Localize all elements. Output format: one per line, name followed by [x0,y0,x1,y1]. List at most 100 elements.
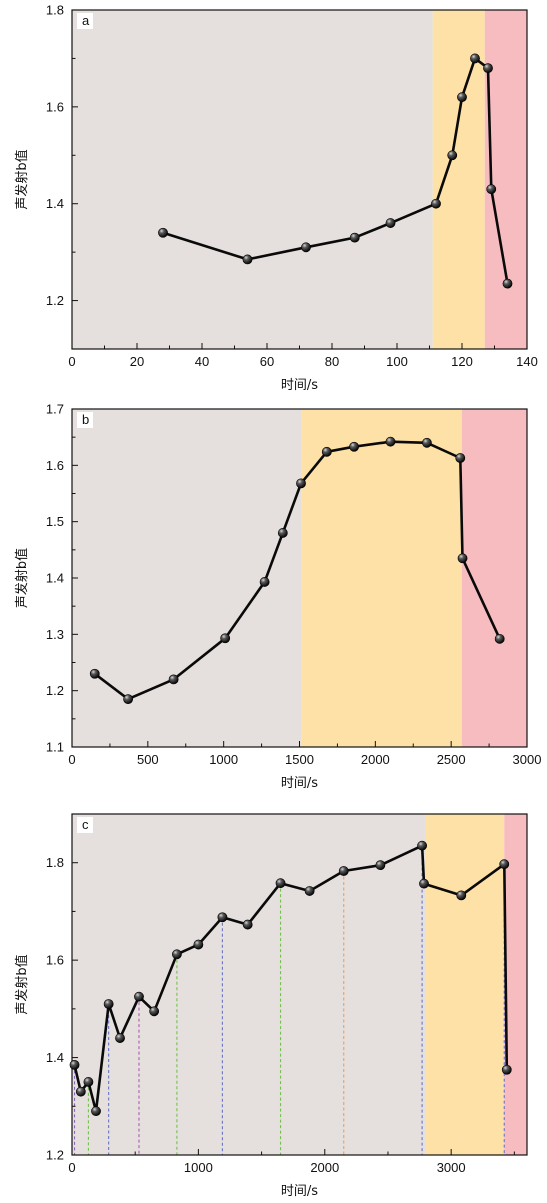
stage-band-1 [72,10,433,349]
data-point [456,890,467,901]
panel-letter-box [77,817,93,833]
data-point [349,232,360,243]
x-tick-label: 1000 [209,752,238,767]
data-point [447,150,458,161]
data-point [385,436,396,447]
y-axis-title: 声发射b值 [14,548,30,608]
y-tick-labels: 1.2 1.4 1.6 1.8 [46,855,64,1162]
x-tick-label: 2000 [361,752,390,767]
data-point [417,840,427,851]
plot-frame [71,813,528,1156]
y-tick-label: 1.6 [46,458,64,473]
y-axis-title: 声发射b值 [14,954,30,1014]
stage-band-1 [72,814,426,1155]
x-tick-label: 2500 [437,752,466,767]
x-tick-label: 2000 [310,1160,339,1175]
x-tick-label: 60 [260,354,274,369]
plot-frame [71,408,528,748]
stage-bands [72,814,527,1155]
data-point [457,553,468,564]
data-point [91,1106,101,1117]
data-point [259,577,270,587]
y-tick-label: 1.4 [46,196,64,211]
data-point [321,446,332,457]
data-point [123,694,134,705]
data-point [499,859,510,870]
guide-lines [73,845,505,1155]
y-tick-label: 1.4 [46,1050,64,1065]
data-point [277,528,288,538]
data-point [431,198,441,209]
data-point [494,633,505,644]
panel-c: 0 1000 2000 3000 1.2 1.4 1.6 1.8 c 时间/s 声发射b值 [14,813,528,1199]
panel-letter-box [77,412,93,428]
x-axis-title: 时间/s [281,378,318,393]
plot-frame [71,9,528,350]
x-tick-label: 1500 [285,752,314,767]
x-tick-labels: 0 500 1000 1500 2000 2500 3000 [68,752,541,767]
data-point [457,92,467,103]
x-tick-labels: 0 1000 2000 3000 [68,1160,465,1175]
x-tick-label: 140 [516,354,538,369]
series-line [162,57,509,284]
y-tick-labels: 1.1 1.2 1.3 1.4 1.5 1.6 1.7 [46,402,64,755]
data-point [103,999,114,1009]
data-point [501,1064,512,1075]
y-tick-label: 1.6 [46,99,64,114]
data-point [375,860,386,871]
data-point [220,633,231,644]
data-point [338,866,349,876]
y-tick-label: 1.7 [46,402,64,417]
x-tick-label: 500 [137,752,159,767]
x-axis-title: 时间/s [281,1184,318,1199]
y-tick-label: 1.6 [46,953,64,968]
data-points [89,436,505,705]
data-point [242,919,253,930]
data-point [193,939,204,950]
data-point [385,218,396,228]
data-point [89,668,100,679]
panel-a: 0 20 40 60 80 100 120 140 1.2 1.4 1.6 1.8 a 时间/s 声发射… [14,3,538,394]
y-tick-label: 1.3 [46,627,64,642]
x-tick-label: 100 [386,354,408,369]
x-tick-label: 80 [325,354,339,369]
x-tick-label: 3000 [437,1160,466,1175]
data-point [217,912,228,923]
data-point [275,878,286,889]
x-tick-label: 20 [130,354,144,369]
data-point [69,1059,80,1070]
y-tick-label: 1.2 [46,293,64,308]
data-point [83,1077,94,1087]
y-tick-label: 1.1 [46,740,64,755]
y-tick-label: 1.4 [46,571,64,586]
data-point [486,184,497,195]
data-point [483,63,493,74]
stage-bands [72,10,527,349]
data-point [349,441,359,452]
x-axis-title: 时间/s [281,776,318,791]
data-point [296,478,306,489]
data-point [75,1086,86,1097]
stage-bands [72,409,527,747]
data-point [304,886,315,896]
series-line [94,440,501,701]
panel-letter: a [82,13,90,28]
data-point [158,227,168,238]
x-tick-label: 0 [68,1160,75,1175]
stage-band-2 [301,409,462,747]
data-points [158,53,513,289]
x-tick-labels: 0 20 40 60 80 100 120 140 [68,354,537,369]
y-tick-label: 1.5 [46,514,64,529]
stage-band-2 [425,814,505,1155]
data-point [242,254,253,265]
data-point [134,991,144,1002]
data-point [168,674,179,685]
x-tick-label: 0 [68,354,75,369]
data-point [502,278,513,289]
panel-letter-box [77,13,93,29]
y-tick-label: 1.2 [46,1148,64,1163]
data-point [421,437,432,448]
panel-b: 0 500 1000 1500 2000 2500 3000 1.1 1.2 1.3 1.4 1.5… [14,402,541,792]
y-axis-title: 声发射b值 [14,149,30,209]
